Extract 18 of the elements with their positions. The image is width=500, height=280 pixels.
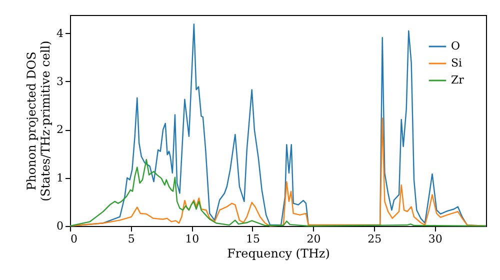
legend-label: Si xyxy=(451,56,463,70)
x-tick-label: 25 xyxy=(368,232,382,246)
x-tick-label: 30 xyxy=(428,232,442,246)
line-series xyxy=(69,158,487,227)
x-tick-label: 20 xyxy=(306,232,321,246)
x-tick-label: 15 xyxy=(246,232,260,246)
y-axis-title: Phonon projected DOS (States/THz·primitive cell) xyxy=(24,40,52,202)
y-tick-label: 1 xyxy=(56,171,64,184)
legend-label: Zr xyxy=(451,74,465,86)
legend-label: O xyxy=(451,40,460,52)
x-tick-label: 5 xyxy=(128,232,135,246)
x-tick-label: 10 xyxy=(185,232,200,246)
x-axis-title: Frequency (THz) xyxy=(227,246,330,260)
y-tick-label: 0 xyxy=(56,220,64,232)
y-tick-label: 4 xyxy=(56,26,64,40)
y-tick-label: 3 xyxy=(56,74,64,88)
x-tick-label: 0 xyxy=(70,232,78,246)
y-tick-label: 2 xyxy=(56,123,64,136)
